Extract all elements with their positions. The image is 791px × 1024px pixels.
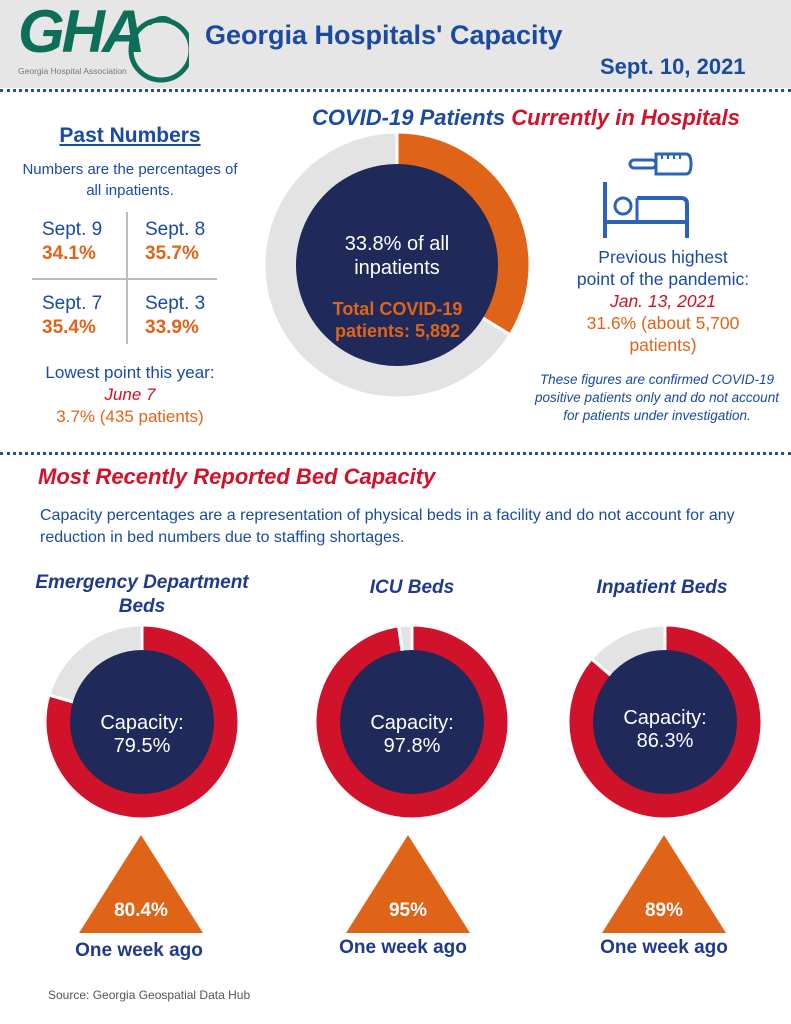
- triangle-icon: [346, 835, 470, 933]
- report-date: Sept. 10, 2021: [600, 54, 746, 79]
- icu-donut: [313, 623, 511, 821]
- hospital-bed-icon: [603, 182, 689, 238]
- covid-center-text: 33.8% of all inpatients: [344, 233, 450, 279]
- inpatient-week-label: One week ago: [600, 937, 728, 958]
- inpatient-donut-hole: [593, 650, 737, 794]
- previous-highest: Previous highest point of the pandemic: J…: [576, 247, 750, 355]
- ed-title: Emergency Department Beds: [35, 572, 249, 617]
- past-item: Sept. 8 35.7%: [145, 219, 206, 264]
- source-note: Source: Georgia Geospatial Data Hub: [48, 988, 251, 1002]
- grid-divider-h: [32, 278, 217, 280]
- past-numbers-title: Past Numbers: [59, 124, 201, 147]
- covid-total: Total COVID-19 patients: 5,892: [332, 299, 463, 341]
- covid-donut-hole: [296, 164, 498, 366]
- past-item: Sept. 9 34.1%: [42, 219, 103, 264]
- beds-title: Most Recently Reported Bed Capacity: [38, 464, 436, 489]
- inpatient-capacity: Capacity: 86.3%: [623, 707, 707, 752]
- ed-donut-hole: [70, 650, 214, 794]
- inpatient-title: Inpatient Beds: [596, 577, 728, 598]
- lowest-point: Lowest point this year: June 7 3.7% (435 p…: [45, 363, 215, 426]
- past-numbers-note: Numbers are the percentages of all inpat…: [22, 161, 238, 199]
- past-item: Sept. 3 33.9%: [145, 293, 206, 338]
- covid-title: COVID-19 Patients Currently in Hospitals: [312, 105, 740, 130]
- icu-title: ICU Beds: [369, 577, 455, 598]
- triangle-icon: [79, 835, 203, 933]
- logo-subtext: Georgia Hospital Association: [18, 66, 127, 76]
- icu-week-value: 95%: [388, 900, 428, 921]
- covid-donut: [262, 130, 532, 400]
- page-title: Georgia Hospitals' Capacity: [205, 20, 563, 50]
- thermometer-icon: [628, 152, 693, 176]
- divider: [0, 89, 791, 92]
- icu-week-label: One week ago: [339, 937, 467, 958]
- inpatient-week-value: 89%: [644, 900, 684, 921]
- ed-week-value: 80.4%: [114, 900, 168, 921]
- ed-capacity: Capacity: 79.5%: [100, 712, 184, 757]
- triangle-icon: [602, 835, 726, 933]
- beds-note: Capacity percentages are a representatio…: [40, 507, 735, 546]
- icu-capacity: Capacity: 97.8%: [370, 712, 454, 757]
- past-item: Sept. 7 35.4%: [42, 293, 103, 338]
- gha-logo: GHA Georgia Hospital Association: [14, 0, 194, 84]
- logo-text: GHA: [18, 0, 145, 65]
- icu-donut-hole: [340, 650, 484, 794]
- ed-week-label: One week ago: [75, 940, 203, 961]
- divider: [0, 452, 791, 455]
- ed-donut: [43, 623, 241, 821]
- covid-disclaimer: These figures are confirmed COVID-19 pos…: [535, 372, 779, 423]
- inpatient-donut: [566, 623, 764, 821]
